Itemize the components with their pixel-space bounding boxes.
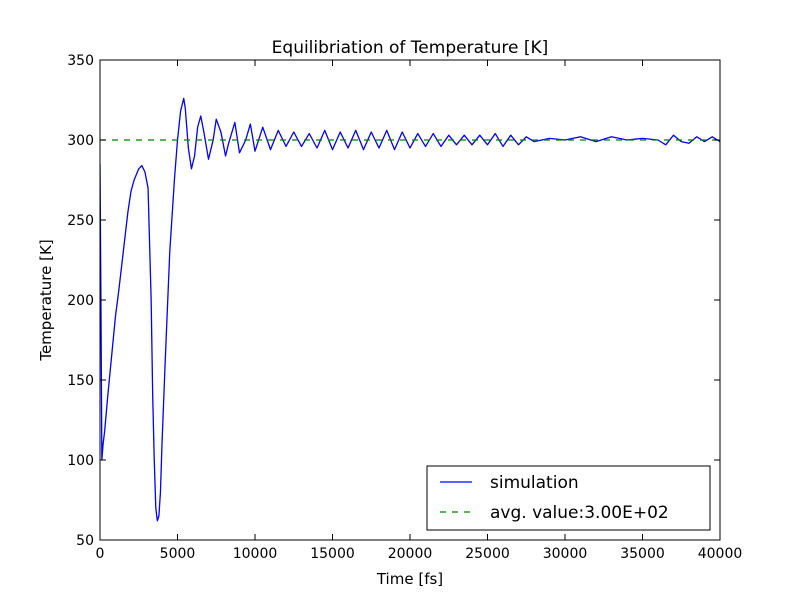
x-tick-label: 30000 [543, 546, 588, 562]
simulation-line [100, 97, 720, 522]
y-axis: 50 100 150 200 250 300 350 [67, 53, 720, 549]
y-tick-label: 50 [76, 533, 94, 549]
x-tick-label: 0 [96, 546, 105, 562]
y-tick-label: 200 [67, 293, 94, 309]
y-tick-label: 150 [67, 373, 94, 389]
legend: simulation avg. value:3.00E+02 [426, 465, 711, 531]
x-tick-label: 25000 [465, 546, 510, 562]
x-tick-label: 20000 [388, 546, 433, 562]
x-tick-label: 40000 [698, 546, 743, 562]
y-tick-label: 100 [67, 453, 94, 469]
x-tick-label: 5000 [160, 546, 196, 562]
legend-label-average: avg. value:3.00E+02 [490, 503, 669, 523]
y-axis-label: Temperature [K] [37, 239, 55, 361]
legend-box [426, 465, 711, 531]
legend-label-simulation: simulation [490, 473, 579, 493]
series-layer [100, 97, 720, 522]
x-tick-label: 15000 [310, 546, 355, 562]
x-axis: 0 5000 10000 15000 20000 25000 30000 35000 40000 [96, 60, 743, 562]
y-tick-label: 250 [67, 213, 94, 229]
chart-title: Equilibriation of Temperature [K] [272, 38, 549, 58]
y-tick-label: 300 [67, 133, 94, 149]
x-axis-label: Time [fs] [376, 570, 443, 588]
x-tick-label: 35000 [620, 546, 665, 562]
x-tick-label: 10000 [233, 546, 278, 562]
y-tick-label: 350 [67, 53, 94, 69]
